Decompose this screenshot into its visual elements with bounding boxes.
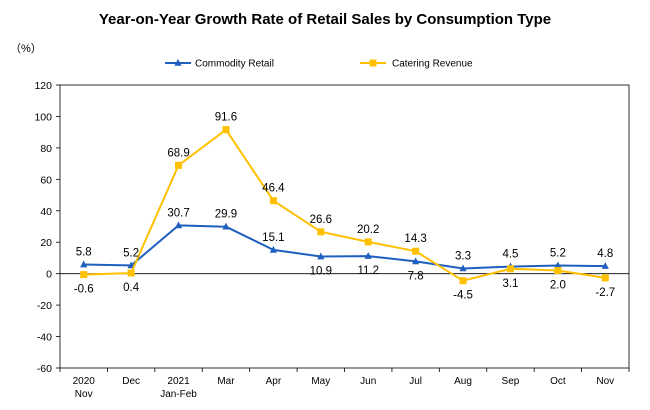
x-tick-label: 2020 (73, 376, 96, 387)
data-label: 3.3 (455, 250, 471, 262)
legend-item-0: Commodity Retail (165, 59, 274, 70)
data-label: 26.6 (310, 214, 332, 226)
x-tick-label: Oct (550, 376, 566, 387)
data-label: 30.7 (167, 207, 189, 219)
x-tick-label: Mar (217, 376, 235, 387)
data-point (317, 252, 325, 260)
x-tick-label: Jan-Feb (160, 389, 197, 400)
y-tick-label: -40 (37, 332, 52, 344)
x-tick-label: Dec (122, 376, 140, 387)
data-label: 91.6 (215, 112, 237, 124)
data-point (317, 228, 325, 236)
y-tick-label: 60 (40, 174, 52, 186)
y-tick-label: 80 (40, 143, 52, 155)
y-tick-label: 0 (46, 269, 52, 281)
data-label: -4.5 (453, 290, 473, 302)
y-tick-label: 40 (40, 206, 52, 218)
legend-label: Commodity Retail (195, 59, 274, 70)
data-label: 20.2 (357, 224, 379, 236)
series-line-1 (83, 128, 606, 282)
data-label: 46.4 (262, 183, 285, 195)
data-label: -2.7 (595, 287, 615, 299)
data-label: -0.6 (74, 284, 94, 296)
series-line-0 (83, 224, 606, 270)
data-point (364, 252, 372, 259)
chart-title: Year-on-Year Growth Rate of Retail Sales… (99, 11, 551, 28)
data-label: 7.8 (408, 270, 424, 282)
x-tick-label: Apr (266, 376, 282, 387)
data-point (80, 271, 88, 279)
data-point (554, 267, 562, 275)
data-point (412, 247, 420, 255)
data-point (269, 197, 277, 205)
data-point (364, 238, 372, 246)
data-point (554, 261, 562, 269)
legend-item-1: Catering Revenue (360, 59, 473, 70)
data-point (412, 257, 420, 265)
data-labels: 5.8 5.2 30.7 29.9 15.1 10.9 11.2 7.8 3.3 4.5 5.2 4.… (74, 112, 615, 302)
series-layer (80, 126, 609, 285)
data-point (459, 277, 467, 285)
x-tick-label: Nov (596, 376, 614, 387)
data-label: 15.1 (262, 232, 284, 244)
plot-area (59, 84, 630, 369)
data-label: 11.2 (357, 265, 379, 277)
legend: Commodity Retail Catering Revenue (165, 59, 473, 70)
data-label: 14.3 (404, 233, 426, 245)
data-point (127, 269, 135, 277)
data-label: 0.4 (123, 282, 140, 294)
x-tick-label: Aug (454, 376, 472, 387)
data-point (269, 245, 277, 253)
data-label: 5.2 (550, 247, 566, 259)
data-point (601, 262, 609, 269)
data-point (459, 264, 467, 272)
data-point (222, 222, 230, 230)
x-tick-label: Jun (360, 376, 376, 387)
data-label: 29.9 (215, 209, 237, 221)
data-label: 68.9 (167, 147, 189, 159)
data-label: 2.0 (550, 280, 566, 292)
data-label: 4.5 (502, 249, 518, 261)
data-point (506, 265, 514, 273)
legend-swatch-marker (174, 59, 182, 66)
y-tick-label: -20 (37, 300, 52, 312)
y-tick-label: 100 (34, 111, 52, 123)
y-axis: -60 -40 -20 0 20 40 60 80 100 120 (34, 80, 60, 375)
x-tick-label: Sep (502, 376, 520, 387)
data-point (601, 274, 609, 282)
x-tick-label: 2021 (167, 376, 190, 387)
data-label: 5.8 (76, 247, 92, 259)
data-point (175, 161, 183, 169)
data-label: 3.1 (502, 278, 518, 290)
legend-label: Catering Revenue (392, 59, 473, 70)
x-tick-label: May (311, 376, 330, 387)
data-label: 5.2 (123, 247, 139, 259)
y-tick-label: 20 (40, 237, 52, 249)
y-unit-label: （%） (10, 42, 42, 55)
x-tick-label: Jul (409, 376, 422, 387)
data-point (174, 221, 183, 229)
y-tick-label: 120 (34, 80, 52, 92)
y-tick-label: -60 (37, 363, 52, 375)
x-tick-label: Nov (75, 389, 93, 400)
legend-swatch-marker (369, 59, 377, 67)
data-label: 10.9 (310, 266, 332, 278)
data-point (222, 126, 230, 134)
x-axis: 2020 Nov Dec 2021 Jan-Feb Mar Apr May Jun Jul Aug S… (59, 273, 630, 400)
data-label: 4.8 (597, 248, 613, 260)
data-point (80, 260, 88, 268)
